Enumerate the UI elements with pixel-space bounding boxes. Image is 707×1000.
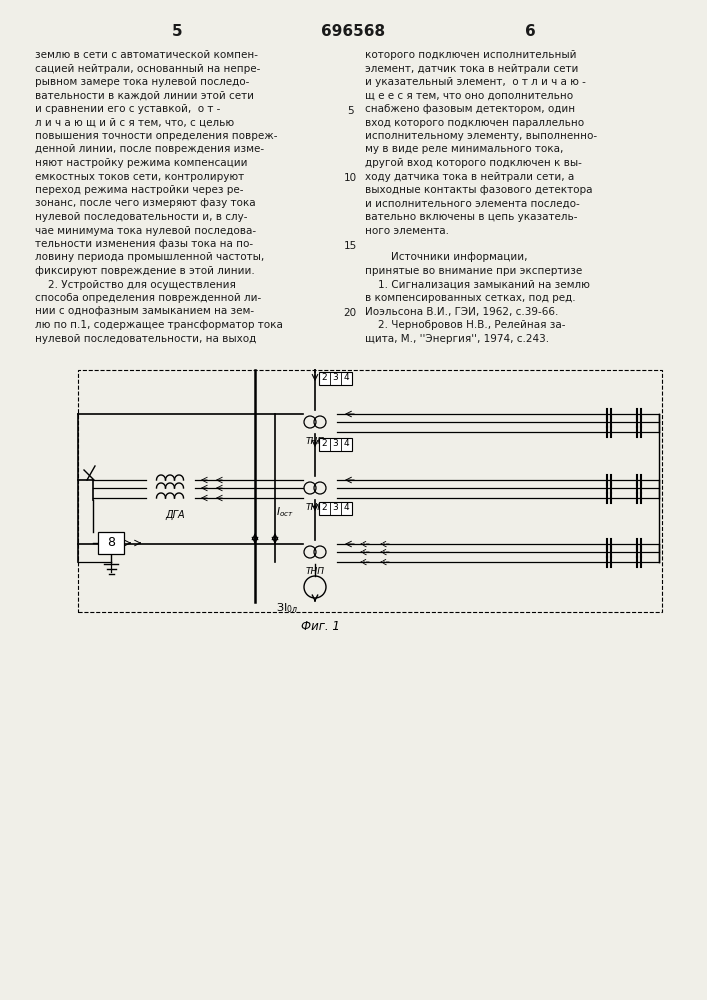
Text: вход которого подключен параллельно: вход которого подключен параллельно bbox=[365, 117, 584, 127]
Text: сацией нейтрали, основанный на непре-: сацией нейтрали, основанный на непре- bbox=[35, 64, 260, 74]
Text: 3: 3 bbox=[332, 373, 338, 382]
Text: 2. Чернобровов Н.В., Релейная за-: 2. Чернобровов Н.В., Релейная за- bbox=[365, 320, 566, 330]
Text: 2: 2 bbox=[321, 440, 327, 448]
Text: ДГА: ДГА bbox=[165, 510, 185, 520]
Text: 3: 3 bbox=[332, 504, 338, 512]
Text: и указательный элемент,  о т л и ч а ю -: и указательный элемент, о т л и ч а ю - bbox=[365, 77, 586, 87]
Text: 4: 4 bbox=[343, 440, 349, 448]
Text: лю по п.1, содержащее трансформатор тока: лю по п.1, содержащее трансформатор тока bbox=[35, 320, 283, 330]
Text: 4: 4 bbox=[343, 504, 349, 512]
Text: нулевой последовательности и, в слу-: нулевой последовательности и, в слу- bbox=[35, 212, 247, 222]
Text: няют настройку режима компенсации: няют настройку режима компенсации bbox=[35, 158, 247, 168]
Text: повышения точности определения повреж-: повышения точности определения повреж- bbox=[35, 131, 278, 141]
Text: денной линии, после повреждения изме-: денной линии, после повреждения изме- bbox=[35, 144, 264, 154]
Text: другой вход которого подключен к вы-: другой вход которого подключен к вы- bbox=[365, 158, 582, 168]
Text: 1. Сигнализация замыканий на землю: 1. Сигнализация замыканий на землю bbox=[365, 279, 590, 290]
Text: Иоэльсона В.И., ГЭИ, 1962, с.39-66.: Иоэльсона В.И., ГЭИ, 1962, с.39-66. bbox=[365, 306, 559, 316]
Text: принятые во внимание при экспертизе: принятые во внимание при экспертизе bbox=[365, 266, 583, 276]
Text: нии с однофазным замыканием на зем-: нии с однофазным замыканием на зем- bbox=[35, 306, 254, 316]
Text: и исполнительного элемента последо-: и исполнительного элемента последо- bbox=[365, 198, 580, 209]
Text: землю в сети с автоматической компен-: землю в сети с автоматической компен- bbox=[35, 50, 258, 60]
Text: ловину периода промышленной частоты,: ловину периода промышленной частоты, bbox=[35, 252, 264, 262]
Text: ного элемента.: ного элемента. bbox=[365, 226, 449, 235]
Text: снабжено фазовым детектором, один: снабжено фазовым детектором, один bbox=[365, 104, 575, 114]
Text: способа определения поврежденной ли-: способа определения поврежденной ли- bbox=[35, 293, 262, 303]
Text: исполнительному элементу, выполненно-: исполнительному элементу, выполненно- bbox=[365, 131, 597, 141]
Text: рывном замере тока нулевой последо-: рывном замере тока нулевой последо- bbox=[35, 77, 250, 87]
Text: $I_{ост}$: $I_{ост}$ bbox=[276, 505, 294, 519]
Text: вательности в каждой линии этой сети: вательности в каждой линии этой сети bbox=[35, 91, 254, 101]
Text: вательно включены в цепь указатель-: вательно включены в цепь указатель- bbox=[365, 212, 578, 222]
Bar bbox=[78, 370, 662, 612]
Text: 2. Устройство для осуществления: 2. Устройство для осуществления bbox=[35, 279, 236, 290]
Text: 10: 10 bbox=[344, 173, 356, 183]
Text: переход режима настройки через ре-: переход режима настройки через ре- bbox=[35, 185, 243, 195]
Bar bbox=[98, 532, 124, 554]
Text: 15: 15 bbox=[344, 241, 356, 251]
Text: фиксируют повреждение в этой линии.: фиксируют повреждение в этой линии. bbox=[35, 266, 255, 276]
Text: Фиг. 1: Фиг. 1 bbox=[300, 620, 339, 634]
Text: 696568: 696568 bbox=[321, 24, 385, 39]
Text: л и ч а ю щ и й с я тем, что, с целью: л и ч а ю щ и й с я тем, что, с целью bbox=[35, 117, 234, 127]
Text: ЗI$_{0л}$: ЗI$_{0л}$ bbox=[276, 601, 298, 615]
Text: 2: 2 bbox=[321, 504, 327, 512]
Text: ТНП: ТНП bbox=[305, 437, 325, 446]
Text: Источники информации,: Источники информации, bbox=[365, 252, 527, 262]
Text: 8: 8 bbox=[107, 536, 115, 550]
Text: 2: 2 bbox=[321, 373, 327, 382]
Text: му в виде реле минимального тока,: му в виде реле минимального тока, bbox=[365, 144, 563, 154]
Bar bbox=[318, 371, 351, 384]
Text: выходные контакты фазового детектора: выходные контакты фазового детектора bbox=[365, 185, 592, 195]
Text: зонанс, после чего измеряют фазу тока: зонанс, после чего измеряют фазу тока bbox=[35, 198, 256, 209]
Text: нулевой последовательности, на выход: нулевой последовательности, на выход bbox=[35, 334, 256, 344]
Bar bbox=[318, 502, 351, 514]
Text: в компенсированных сетках, под ред.: в компенсированных сетках, под ред. bbox=[365, 293, 575, 303]
Text: щита, М., ''Энергия'', 1974, с.243.: щита, М., ''Энергия'', 1974, с.243. bbox=[365, 334, 549, 344]
Text: которого подключен исполнительный: которого подключен исполнительный bbox=[365, 50, 576, 60]
Text: емкостных токов сети, контролируют: емкостных токов сети, контролируют bbox=[35, 172, 244, 182]
Text: и сравнении его с уставкой,  о т -: и сравнении его с уставкой, о т - bbox=[35, 104, 221, 114]
Text: 5: 5 bbox=[346, 106, 354, 116]
Bar bbox=[318, 438, 351, 450]
Text: 3: 3 bbox=[332, 440, 338, 448]
Text: элемент, датчик тока в нейтрали сети: элемент, датчик тока в нейтрали сети bbox=[365, 64, 578, 74]
Text: щ е е с я тем, что оно дополнительно: щ е е с я тем, что оно дополнительно bbox=[365, 91, 573, 101]
Text: ходу датчика тока в нейтрали сети, а: ходу датчика тока в нейтрали сети, а bbox=[365, 172, 574, 182]
Text: 6: 6 bbox=[525, 24, 535, 39]
Text: 5: 5 bbox=[172, 24, 182, 39]
Text: тельности изменения фазы тока на по-: тельности изменения фазы тока на по- bbox=[35, 239, 253, 249]
Text: 4: 4 bbox=[343, 373, 349, 382]
Text: чае минимума тока нулевой последова-: чае минимума тока нулевой последова- bbox=[35, 226, 256, 235]
Text: 20: 20 bbox=[344, 308, 356, 318]
Text: ТНП: ТНП bbox=[305, 567, 325, 576]
Text: ТНП: ТНП bbox=[305, 503, 325, 512]
